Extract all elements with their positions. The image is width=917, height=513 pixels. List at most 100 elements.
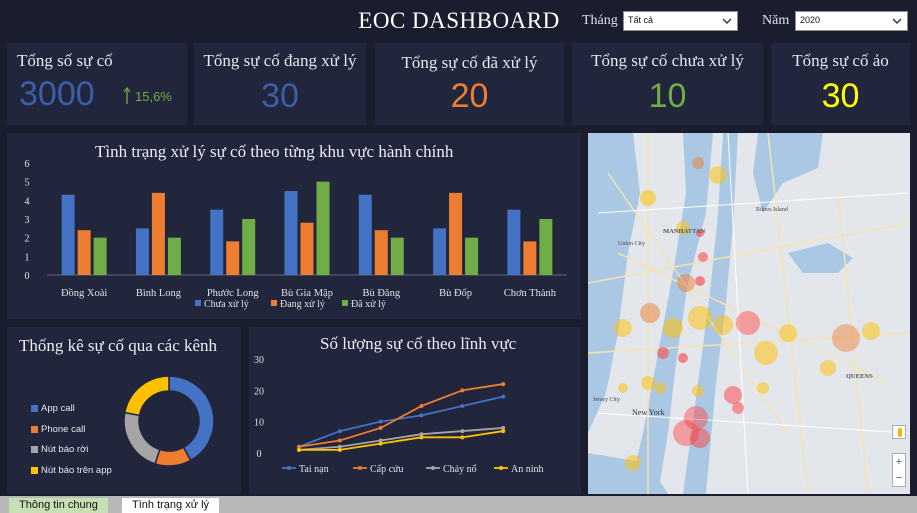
line-y-tick: 0 [257,449,262,460]
pegman-icon[interactable] [892,425,906,439]
month-select[interactable]: Tất cả [623,11,738,31]
kpi-title: Tổng sự cố chưa xử lý [591,51,744,70]
bar-mark [242,219,256,275]
line-point [501,429,506,434]
line-y-tick: 30 [254,355,264,366]
bar-category-label: Bù Gia Mập [281,288,333,299]
bar-mark [93,237,107,275]
donut-legend-label: App call [41,403,75,414]
line-point [419,435,424,440]
bar-mark [390,237,404,275]
map-label: Jersey City [593,397,620,403]
zoom-out-icon[interactable]: − [895,472,903,484]
kpi-card-total: Tổng số sự cố 3000 15,6% [7,43,187,125]
kpi-title: Tổng số sự cố [17,51,113,70]
bar-legend-swatch [271,300,277,306]
tab-general-info[interactable]: Thông tin chung [9,498,108,513]
header-bar: EOC DASHBOARD Tháng Tất cả Năm 2020 [0,0,917,42]
bar-category-label: Bù Đốp [439,288,472,299]
line-series [298,383,504,448]
bar-y-tick: 6 [25,159,30,170]
line-y-tick: 10 [254,418,264,429]
kpi-value: 30 [261,77,299,115]
line-point [419,432,424,437]
donut-legend-item: App call [31,403,75,414]
bar-mark [151,192,165,275]
bar-mark [61,194,75,275]
bar-category-label: Đồng Xoài [61,288,107,299]
kpi-title: Tổng sự cố ảo [792,51,889,70]
year-label: Năm [762,13,790,28]
arrow-up-icon [123,87,131,104]
map-canvas: MANHATTAN QUEENS New York Jersey City Ri… [588,133,910,494]
line-legend-label: An ninh [511,464,544,475]
line-legend-marker [499,466,503,470]
donut-legend-item: Nút báo rời [31,444,88,455]
line-point [460,388,465,393]
donut-chart-panel: Thống kê sự cố qua các kênh App call Pho… [7,327,241,494]
line-chart: 0 10 20 30 Tai nạn Cấp cứu Cháy nổ An ninh [254,355,544,475]
donut-slice [123,375,170,417]
kpi-value: 20 [450,77,489,115]
line-point [337,429,342,434]
bar-category-label: Chơn Thành [504,288,557,299]
kpi-title: Tổng sự cố đang xử lý [203,51,357,70]
bar-mark [523,241,537,275]
line-legend-label: Cấp cứu [370,464,403,475]
bar-mark [374,230,388,275]
bar-category-label: Phước Long [207,288,260,299]
kpi-card-processing: Tổng sự cố đang xử lý 30 [194,43,366,125]
line-legend-marker [287,466,291,470]
donut-legend-label: Nút báo rời [41,444,89,455]
bar-y-tick: 3 [25,215,30,226]
donut-legend-item: Nút báo trên app [31,465,112,476]
bar-chart: 0 1 2 3 4 5 6 Đồng Xoài Bình Long Phước Long Bù Gi… [25,159,567,310]
line-chart-title: Số lượng sự cố theo lĩnh vực [320,334,517,353]
bar-mark [507,209,521,275]
line-point [419,404,424,408]
kpi-card-processed: Tổng sự cố đã xử lý 20 [375,43,564,125]
bar-chart-title: Tình trạng xử lý sự cố theo từng khu vực… [95,142,454,161]
kpi-trend: 15,6% [123,87,172,105]
kpi-title: Tổng sự cố đã xử lý [401,53,538,72]
legend-swatch [31,426,38,433]
line-legend-label: Cháy nổ [443,464,477,475]
kpi-value: 3000 [19,75,95,113]
bar-mark [284,191,298,275]
line-point [419,413,424,418]
line-point [378,441,383,446]
zoom-in-icon[interactable]: + [895,456,903,468]
map-label: QUEENS [846,373,873,380]
month-label: Tháng [582,13,618,28]
line-point [378,425,383,430]
legend-swatch [31,467,38,474]
donut-legend-label: Nút báo trên app [41,465,112,476]
bar-mark [433,228,447,275]
zoom-controls[interactable]: + − [892,453,906,487]
donut-slice [154,446,192,467]
line-point [501,394,506,399]
bar-category-label: Bình Long [136,288,182,299]
line-y-tick: 20 [254,386,264,397]
map-label: Union City [618,241,645,247]
line-point [297,444,301,449]
donut-chart [123,375,215,467]
bar-y-tick: 1 [25,252,30,263]
line-point [378,438,383,443]
line-point [378,419,383,424]
year-select[interactable]: 2020 [795,11,908,31]
bar-mark [167,237,181,275]
line-point [501,382,506,387]
map-label: New York [632,408,664,417]
donut-legend-label: Phone call [41,424,86,435]
bar-y-tick: 2 [25,234,30,245]
map-label: Rikers Island [756,207,788,213]
line-series [298,427,504,451]
incident-map[interactable]: MANHATTAN QUEENS New York Jersey City Ri… [588,133,910,494]
bar-mark [210,209,224,275]
bar-mark [358,194,372,275]
tab-processing-status[interactable]: Tình trạng xử lý [122,498,220,513]
bar-mark [449,192,463,275]
donut-slice [168,375,215,462]
kpi-card-fake: Tổng sự cố ảo 30 [771,43,910,125]
